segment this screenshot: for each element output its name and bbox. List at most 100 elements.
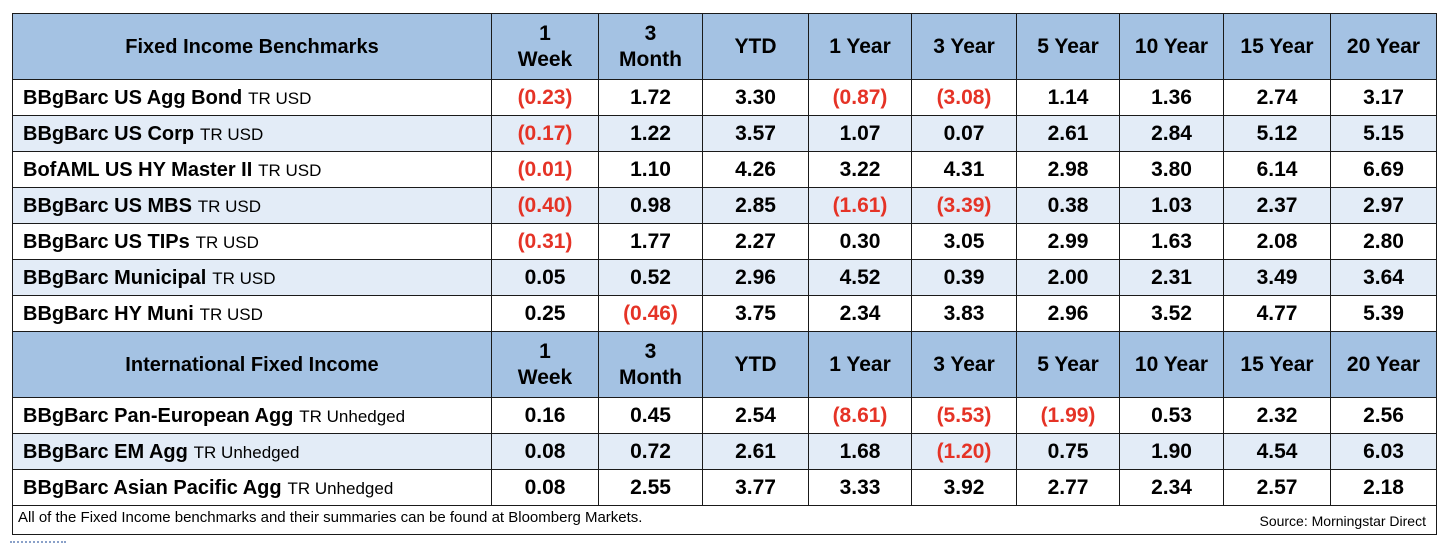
return-value-cell: (3.39)	[911, 187, 1017, 224]
return-value-cell: 3.52	[1119, 295, 1224, 332]
return-value-cell: 1.10	[598, 151, 703, 188]
benchmark-name: BBgBarc Municipal	[23, 266, 207, 289]
return-value-cell: (5.53)	[911, 397, 1017, 434]
return-value-cell: 0.53	[1119, 397, 1224, 434]
benchmark-name: BBgBarc US TIPs	[23, 230, 190, 253]
table-row: BBgBarc HY Muni TR USD 0.25 (0.46) 3.75 2.34…	[12, 295, 1437, 332]
return-value-cell: (0.87)	[808, 79, 912, 116]
column-header-line: 3	[644, 339, 657, 363]
table-row: BofAML US HY Master II TR USD (0.01) 1.10 4…	[12, 151, 1437, 188]
benchmark-name: BBgBarc US MBS	[23, 194, 192, 217]
table-row: BBgBarc Pan-European Agg TR Unhedged 0.16…	[12, 397, 1437, 434]
return-value-cell: 2.27	[702, 223, 809, 260]
return-value-cell: 5.12	[1223, 115, 1331, 152]
column-header: 10 Year	[1119, 331, 1224, 398]
return-value-cell: 6.14	[1223, 151, 1331, 188]
return-value-cell: 2.74	[1223, 79, 1331, 116]
benchmark-name: BBgBarc HY Muni	[23, 302, 194, 325]
return-value-cell: (0.23)	[491, 79, 599, 116]
return-value-cell: 0.16	[491, 397, 599, 434]
column-header-line: 1 Year	[829, 352, 891, 376]
return-value-cell: 0.38	[1016, 187, 1120, 224]
column-header-line: Week	[517, 365, 573, 389]
return-value-cell: 0.52	[598, 259, 703, 296]
table-row: BBgBarc US TIPs TR USD (0.31) 1.77 2.27 0.30…	[12, 223, 1437, 260]
return-value-cell: (0.40)	[491, 187, 599, 224]
return-value-cell: 3.17	[1330, 79, 1437, 116]
return-value-cell: 3.83	[911, 295, 1017, 332]
return-value-cell: (0.31)	[491, 223, 599, 260]
section-header-row: International Fixed Income 1 Week 3 Month YTD…	[12, 331, 1437, 398]
benchmark-return-type: TR USD	[197, 196, 262, 216]
column-header: 20 Year	[1330, 331, 1437, 398]
return-value-cell: 0.30	[808, 223, 912, 260]
benchmark-name-cell: BBgBarc US TIPs TR USD	[12, 223, 492, 260]
column-header: 10 Year	[1119, 13, 1224, 80]
benchmark-return-type: TR USD	[212, 268, 276, 288]
return-value-cell: 1.90	[1119, 433, 1224, 470]
benchmark-name: BofAML US HY Master II	[23, 158, 253, 181]
return-value-cell: 2.84	[1119, 115, 1224, 152]
return-value-cell: 5.15	[1330, 115, 1437, 152]
benchmark-return-type: TR USD	[199, 124, 264, 144]
return-value-cell: (8.61)	[808, 397, 912, 434]
column-header: 15 Year	[1223, 13, 1331, 80]
benchmark-return-type: TR USD	[258, 160, 322, 180]
return-value-cell: 1.68	[808, 433, 912, 470]
benchmark-name-cell: BBgBarc Municipal TR USD	[12, 259, 492, 296]
return-value-cell: 2.31	[1119, 259, 1224, 296]
column-header-line: Month	[619, 47, 682, 71]
benchmark-name-cell: BBgBarc US Agg Bond TR USD	[12, 79, 492, 116]
return-value-cell: 3.22	[808, 151, 912, 188]
benchmark-name-cell: BBgBarc Pan-European Agg TR Unhedged	[12, 397, 492, 434]
return-value-cell: 0.08	[491, 469, 599, 506]
return-value-cell: (3.08)	[911, 79, 1017, 116]
column-header-line: 5 Year	[1037, 352, 1099, 376]
column-header: 1 Year	[808, 13, 912, 80]
return-value-cell: 1.03	[1119, 187, 1224, 224]
return-value-cell: 2.80	[1330, 223, 1437, 260]
return-value-cell: 2.57	[1223, 469, 1331, 506]
return-value-cell: 0.05	[491, 259, 599, 296]
return-value-cell: 1.07	[808, 115, 912, 152]
return-value-cell: 3.30	[702, 79, 809, 116]
section-title: Fixed Income Benchmarks	[12, 13, 492, 80]
return-value-cell: 4.26	[702, 151, 809, 188]
benchmark-name: BBgBarc EM Agg	[23, 440, 188, 463]
column-header-line: 1 Year	[829, 34, 891, 58]
return-value-cell: 6.03	[1330, 433, 1437, 470]
return-value-cell: 3.64	[1330, 259, 1437, 296]
column-header-line: 10 Year	[1134, 34, 1209, 58]
return-value-cell: 1.72	[598, 79, 703, 116]
table-row: BBgBarc US Corp TR USD (0.17) 1.22 3.57 1.07…	[12, 115, 1437, 152]
benchmark-name: BBgBarc Pan-European Agg	[23, 404, 294, 427]
column-header: 1 Year	[808, 331, 912, 398]
benchmark-table-container: Fixed Income Benchmarks 1 Week 3 Month YTD 1 Y…	[12, 13, 1437, 535]
column-header: YTD	[702, 13, 809, 80]
column-header: 15 Year	[1223, 331, 1331, 398]
return-value-cell: 0.25	[491, 295, 599, 332]
fixed-income-benchmark-table: Fixed Income Benchmarks 1 Week 3 Month YTD 1 Y…	[12, 13, 1437, 535]
column-header: 3 Month	[598, 13, 703, 80]
column-header-line: 20 Year	[1346, 352, 1421, 376]
return-value-cell: 4.52	[808, 259, 912, 296]
return-value-cell: 4.54	[1223, 433, 1331, 470]
table-row: BBgBarc EM Agg TR Unhedged 0.08 0.72 2.61 1.…	[12, 433, 1437, 470]
table-row: BBgBarc US MBS TR USD (0.40) 0.98 2.85 (1.61…	[12, 187, 1437, 224]
benchmark-name-cell: BofAML US HY Master II TR USD	[12, 151, 492, 188]
return-value-cell: 2.32	[1223, 397, 1331, 434]
benchmark-return-type: TR Unhedged	[193, 442, 300, 462]
column-header-line: Week	[517, 47, 573, 71]
return-value-cell: 2.08	[1223, 223, 1331, 260]
column-header: 5 Year	[1016, 13, 1120, 80]
return-value-cell: 2.96	[1016, 295, 1120, 332]
table-row: BBgBarc Asian Pacific Agg TR Unhedged 0.0…	[12, 469, 1437, 506]
return-value-cell: 3.49	[1223, 259, 1331, 296]
return-value-cell: 2.55	[598, 469, 703, 506]
table-row: BBgBarc US Agg Bond TR USD (0.23) 1.72 3.30…	[12, 79, 1437, 116]
benchmark-return-type: TR Unhedged	[287, 478, 394, 498]
section-header-row: Fixed Income Benchmarks 1 Week 3 Month YTD 1 Y…	[12, 13, 1437, 80]
footer-row: All of the Fixed Income benchmarks and t…	[12, 505, 1437, 535]
return-value-cell: 1.36	[1119, 79, 1224, 116]
return-value-cell: (0.01)	[491, 151, 599, 188]
